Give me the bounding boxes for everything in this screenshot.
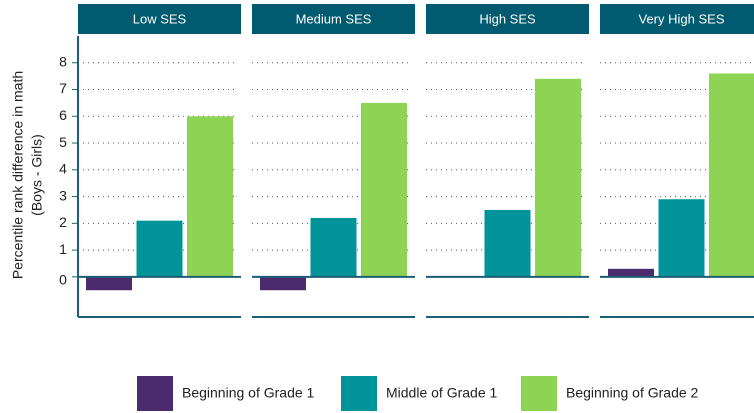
- legend-swatch: [137, 376, 173, 411]
- legend-swatch: [341, 376, 377, 411]
- facet-strip: [78, 4, 241, 34]
- y-tick-label: 6: [59, 107, 67, 123]
- facet-strip: [600, 4, 754, 34]
- bar: [136, 220, 183, 277]
- legend-label: Beginning of Grade 2: [566, 385, 699, 401]
- y-tick-label: 0: [59, 272, 67, 288]
- bar: [260, 276, 306, 291]
- facet-title: Low SES: [133, 11, 187, 26]
- y-tick-label: 5: [59, 134, 67, 150]
- y-tick-label: 8: [59, 53, 67, 69]
- bar: [709, 73, 754, 277]
- y-tick-label: 3: [59, 187, 67, 203]
- legend-label: Middle of Grade 1: [386, 385, 497, 401]
- y-tick-label: 2: [59, 214, 67, 230]
- bar: [361, 102, 407, 277]
- bar: [484, 209, 531, 277]
- bar: [608, 268, 654, 277]
- y-tick-label: 1: [59, 241, 67, 257]
- y-tick-label: 4: [59, 161, 67, 177]
- bar: [86, 276, 132, 291]
- y-axis-label: (Boys - Girls): [29, 134, 45, 216]
- y-tick-label: 7: [59, 80, 67, 96]
- facet-strip: [426, 4, 589, 34]
- bar: [535, 78, 581, 277]
- y-axis-label: Percentile rank difference in math: [10, 71, 26, 279]
- facet-title: Very High SES: [639, 11, 725, 26]
- bar: [187, 116, 233, 277]
- legend-swatch: [521, 376, 557, 411]
- bar: [310, 217, 357, 277]
- facet-strip: [252, 4, 415, 34]
- facet-title: Medium SES: [296, 11, 372, 26]
- legend-label: Beginning of Grade 1: [182, 385, 315, 401]
- bar: [658, 199, 705, 277]
- facet-title: High SES: [479, 11, 536, 26]
